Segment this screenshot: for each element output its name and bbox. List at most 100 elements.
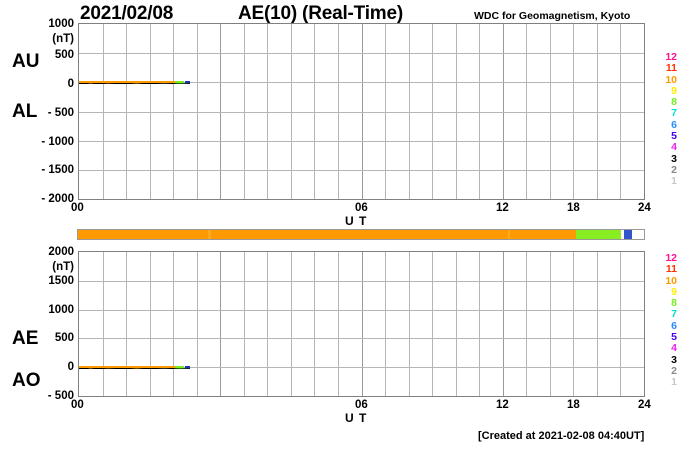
legend-item-4: 4 xyxy=(671,141,677,154)
legend-item-8: 8 xyxy=(671,297,677,310)
ae-axis-label: AE xyxy=(12,328,39,349)
coverage-segment xyxy=(510,230,577,239)
legend-item-7: 7 xyxy=(671,308,677,321)
bottom-ytick-2000: 2000 xyxy=(48,246,74,258)
gridline-vertical xyxy=(267,252,269,396)
gridline-horizontal xyxy=(79,338,644,340)
trace-segment xyxy=(184,80,190,84)
top-chart-legend: 12 11 10 9 8 7 6 5 4 3 2 1 xyxy=(655,51,677,188)
gridline-vertical xyxy=(455,252,457,396)
attribution-label: WDC for Geomagnetism, Kyoto xyxy=(474,10,631,22)
bottom-ytick-500: 500 xyxy=(54,332,74,344)
gridline-horizontal xyxy=(79,169,644,171)
gridline-vertical xyxy=(243,252,245,396)
gridline-vertical xyxy=(385,252,387,396)
bottom-xtick-24: 24 xyxy=(638,399,651,411)
bottom-xtick-12: 12 xyxy=(496,399,509,411)
bottom-xtick-00: 00 xyxy=(71,399,84,411)
top-ytick-500: 500 xyxy=(54,49,74,61)
page-title: AE(10) (Real-Time) xyxy=(238,3,403,24)
ao-axis-label: AO xyxy=(12,370,41,391)
top-xtick-00: 00 xyxy=(71,202,84,214)
coverage-segment xyxy=(210,230,508,239)
bottom-xaxis-title: U T xyxy=(345,411,368,425)
trace-segment xyxy=(103,365,163,369)
coverage-segment xyxy=(507,230,511,239)
trace-segment xyxy=(79,80,104,84)
coverage-segment xyxy=(208,230,211,239)
top-chart-plot-area[interactable] xyxy=(78,23,645,200)
trace-segment xyxy=(184,365,190,369)
created-timestamp: [Created at 2021-02-08 04:40UT] xyxy=(478,430,645,442)
legend-item-2: 2 xyxy=(671,163,677,176)
gridline-horizontal xyxy=(79,111,644,113)
gridline-vertical xyxy=(149,252,151,396)
gridline-vertical xyxy=(408,252,410,396)
legend-item-2: 2 xyxy=(671,364,677,377)
legend-item-1: 1 xyxy=(671,376,677,389)
gridline-vertical xyxy=(479,252,481,396)
top-chart-yunit: (nT) xyxy=(52,33,74,45)
trace-baseline xyxy=(79,82,190,85)
gridline-vertical xyxy=(432,252,434,396)
top-xtick-06: 06 xyxy=(355,202,368,214)
gridline-horizontal xyxy=(79,140,644,142)
top-ytick-0: 0 xyxy=(67,78,74,90)
gridline-horizontal xyxy=(79,280,644,282)
top-xaxis-title: U T xyxy=(345,214,368,228)
gridline-vertical xyxy=(502,252,504,396)
legend-item-9: 9 xyxy=(671,84,677,97)
legend-item-12: 12 xyxy=(665,252,677,264)
au-axis-label: AU xyxy=(12,51,40,72)
coverage-segment xyxy=(576,230,622,239)
gridline-vertical xyxy=(196,252,198,396)
coverage-segment xyxy=(632,230,644,239)
coverage-segment xyxy=(621,230,625,239)
bottom-ytick-0: 0 xyxy=(67,361,74,373)
bottom-ytick-m500: - 500 xyxy=(47,390,74,402)
coverage-segment xyxy=(624,230,633,239)
legend-item-4: 4 xyxy=(671,342,677,355)
gridline-vertical xyxy=(361,252,363,396)
legend-item-7: 7 xyxy=(671,107,677,120)
bottom-ytick-1500: 1500 xyxy=(48,275,74,287)
top-xtick-18: 18 xyxy=(567,202,580,214)
top-chart-gridlines xyxy=(79,24,644,199)
legend-item-5: 5 xyxy=(671,331,677,344)
trace-segment xyxy=(103,80,163,84)
legend-item-9: 9 xyxy=(671,285,677,298)
top-xtick-24: 24 xyxy=(638,202,651,214)
coverage-segment xyxy=(78,230,209,239)
top-xtick-12: 12 xyxy=(496,202,509,214)
gridline-horizontal xyxy=(79,82,644,84)
legend-item-10: 10 xyxy=(665,73,677,86)
legend-item-10: 10 xyxy=(665,274,677,287)
gridline-vertical xyxy=(573,252,575,396)
gridline-horizontal xyxy=(79,53,644,55)
legend-item-5: 5 xyxy=(671,130,677,143)
gridline-horizontal xyxy=(79,309,644,311)
data-coverage-bar[interactable] xyxy=(77,229,645,240)
bottom-xtick-06: 06 xyxy=(355,399,368,411)
page-date: 2021/02/08 xyxy=(80,3,174,24)
top-ytick-m500: - 500 xyxy=(47,107,74,119)
gridline-vertical xyxy=(314,252,316,396)
legend-item-6: 6 xyxy=(671,118,677,131)
gridline-vertical xyxy=(526,252,528,396)
gridline-vertical xyxy=(220,252,222,396)
top-ytick-m1000: - 1000 xyxy=(41,136,74,148)
gridline-vertical xyxy=(596,252,598,396)
trace-segment xyxy=(175,80,185,84)
bottom-xtick-18: 18 xyxy=(567,399,580,411)
bottom-chart-plot-area[interactable] xyxy=(78,251,645,397)
gridline-vertical xyxy=(173,252,175,396)
gridline-horizontal xyxy=(79,367,644,369)
top-chart-data-trace xyxy=(79,24,644,199)
trace-segment xyxy=(162,80,176,84)
gridline-vertical xyxy=(290,252,292,396)
bottom-chart-legend: 12 11 10 9 8 7 6 5 4 3 2 1 xyxy=(655,252,677,389)
gridline-vertical xyxy=(620,252,622,396)
top-ytick-1000: 1000 xyxy=(48,18,74,30)
legend-item-11: 11 xyxy=(665,62,677,75)
trace-baseline xyxy=(79,367,190,370)
